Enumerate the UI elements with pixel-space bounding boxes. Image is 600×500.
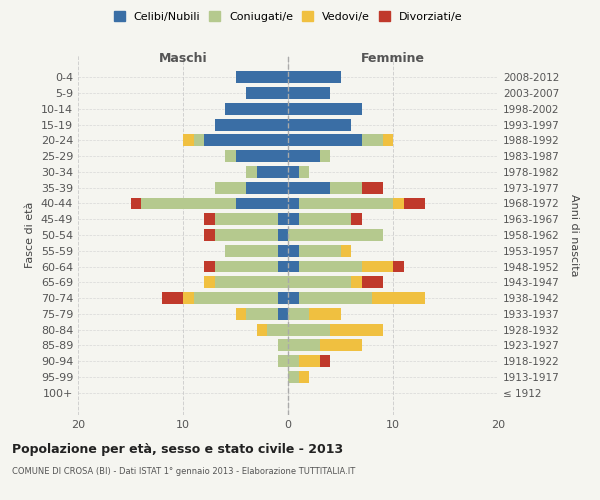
Bar [204,134,288,146]
Bar [277,292,288,304]
Bar [361,134,383,146]
Bar [277,229,288,241]
Bar [299,371,309,383]
Bar [257,324,267,336]
Bar [299,166,309,178]
Bar [235,150,288,162]
Bar [215,214,277,225]
Bar [351,276,361,288]
Bar [225,150,235,162]
Bar [299,356,320,367]
Bar [246,166,257,178]
Bar [341,245,351,256]
Legend: Celibi/Nubili, Coniugati/e, Vedovi/e, Divorziati/e: Celibi/Nubili, Coniugati/e, Vedovi/e, Di… [110,8,466,25]
Bar [351,214,361,225]
Bar [288,356,299,367]
Bar [288,260,299,272]
Bar [361,276,383,288]
Bar [288,182,330,194]
Bar [130,198,141,209]
Bar [361,182,383,194]
Bar [162,292,183,304]
Bar [299,292,372,304]
Bar [225,245,277,256]
Bar [309,308,341,320]
Bar [404,198,425,209]
Bar [320,340,361,351]
Bar [288,276,351,288]
Bar [393,198,404,209]
Bar [204,214,215,225]
Bar [257,166,288,178]
Bar [204,229,215,241]
Bar [288,245,299,256]
Bar [267,324,288,336]
Y-axis label: Fasce di età: Fasce di età [25,202,35,268]
Bar [288,308,309,320]
Bar [215,260,277,272]
Bar [215,229,277,241]
Text: Femmine: Femmine [361,52,425,64]
Bar [288,324,330,336]
Bar [288,292,299,304]
Bar [361,260,393,272]
Bar [235,308,246,320]
Bar [288,371,299,383]
Bar [299,214,351,225]
Bar [225,103,288,115]
Bar [215,118,288,130]
Text: COMUNE DI CROSA (BI) - Dati ISTAT 1° gennaio 2013 - Elaborazione TUTTITALIA.IT: COMUNE DI CROSA (BI) - Dati ISTAT 1° gen… [12,468,355,476]
Bar [288,340,320,351]
Bar [277,245,288,256]
Text: Popolazione per età, sesso e stato civile - 2013: Popolazione per età, sesso e stato civil… [12,442,343,456]
Bar [246,308,277,320]
Bar [330,182,361,194]
Bar [288,198,299,209]
Bar [277,308,288,320]
Bar [288,118,351,130]
Bar [246,87,288,99]
Bar [235,72,288,83]
Text: Maschi: Maschi [158,52,208,64]
Bar [372,292,425,304]
Bar [320,356,330,367]
Bar [288,214,299,225]
Bar [183,292,193,304]
Bar [383,134,393,146]
Bar [288,87,330,99]
Bar [288,134,361,146]
Bar [193,292,277,304]
Bar [193,134,204,146]
Bar [288,166,299,178]
Bar [288,103,361,115]
Bar [246,182,288,194]
Bar [141,198,235,209]
Bar [330,324,383,336]
Bar [299,260,361,272]
Bar [288,72,341,83]
Bar [215,182,246,194]
Bar [299,198,393,209]
Bar [277,340,288,351]
Bar [320,150,330,162]
Bar [277,356,288,367]
Bar [277,260,288,272]
Bar [277,214,288,225]
Bar [183,134,193,146]
Bar [288,150,320,162]
Bar [204,276,215,288]
Y-axis label: Anni di nascita: Anni di nascita [569,194,579,276]
Bar [288,229,383,241]
Bar [235,198,288,209]
Bar [393,260,404,272]
Bar [299,245,341,256]
Bar [215,276,288,288]
Bar [204,260,215,272]
